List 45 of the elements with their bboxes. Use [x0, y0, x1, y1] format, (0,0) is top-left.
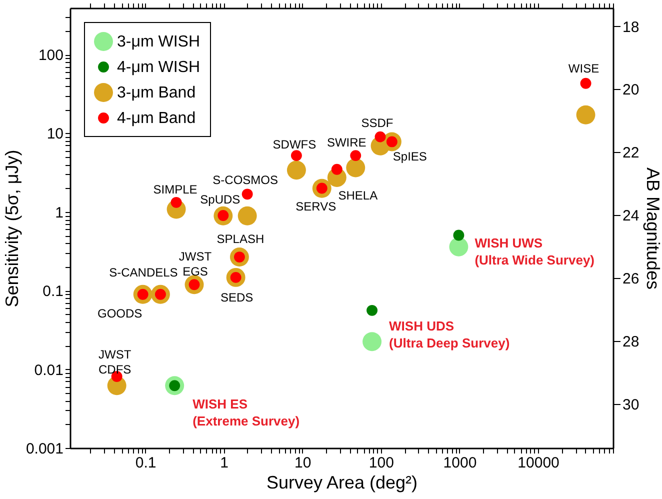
annotation: SEDS — [220, 290, 254, 304]
annotation: GOODS — [97, 306, 142, 320]
x-tick-label: 10 — [294, 454, 312, 472]
x-tick-label: 100 — [368, 454, 394, 472]
annotation: S-CANDELS — [109, 265, 178, 280]
y-tick-label: 1 — [55, 204, 64, 222]
annotation: SpUDS — [200, 192, 240, 207]
x-tick-label: 0.1 — [135, 454, 156, 472]
y2-tick-label: 26 — [622, 270, 640, 288]
annotation: JWST EGS — [178, 250, 212, 279]
y-axis-title: Sensitivity (5σ, μJy) — [2, 150, 22, 308]
x-axis-title: Survey Area (deg²) — [266, 472, 418, 492]
y2-tick-label: 22 — [622, 144, 640, 162]
x-tick-label: 1000 — [443, 454, 477, 472]
y2-tick-label: 24 — [622, 208, 640, 225]
x-tick-label: 10000 — [518, 454, 560, 472]
legend-label: 3-μm Band — [117, 84, 196, 102]
y2-axis-title: AB Magnitudes — [643, 167, 662, 290]
legend-label: 3-μm WISH — [117, 34, 200, 50]
annotation: WISE — [568, 61, 600, 76]
y-tick-label: 100 — [38, 47, 64, 64]
x-tick-label: 1 — [220, 454, 229, 472]
y2-tick-label: 18 — [622, 18, 640, 36]
y2-tick-label: 20 — [622, 82, 640, 99]
legend-label: 4-μm Band — [117, 110, 196, 127]
annotation: WISH UDS (Ultra Deep Survey) — [389, 318, 510, 350]
y-tick-label: 0.1 — [42, 283, 64, 300]
annotation: SIMPLE — [153, 182, 198, 196]
legend-label: 4-μm WISH — [117, 59, 200, 76]
annotation: SpIES — [392, 150, 427, 164]
annotation: JWST CDFS — [98, 348, 132, 377]
y-tick-label: 0.001 — [26, 440, 64, 458]
y-tick-label: 0.01 — [34, 362, 64, 379]
annotation: SPLASH — [216, 232, 264, 246]
annotation: WISH ES (Extreme Survey) — [192, 396, 300, 429]
y2-tick-label: 30 — [622, 396, 640, 414]
annotation: SWIRE — [326, 136, 366, 150]
annotation: S-COSMOS — [212, 173, 278, 188]
annotation: WISH UWS (Ultra Wide Survey) — [474, 235, 595, 268]
annotation: SHELA — [338, 188, 378, 202]
annotation: SDWFS — [272, 138, 316, 152]
annotation: SERVS — [296, 199, 336, 214]
y-tick-label: 10 — [46, 126, 64, 143]
y2-tick-label: 28 — [622, 333, 640, 350]
annotation: SSDF — [361, 116, 394, 130]
